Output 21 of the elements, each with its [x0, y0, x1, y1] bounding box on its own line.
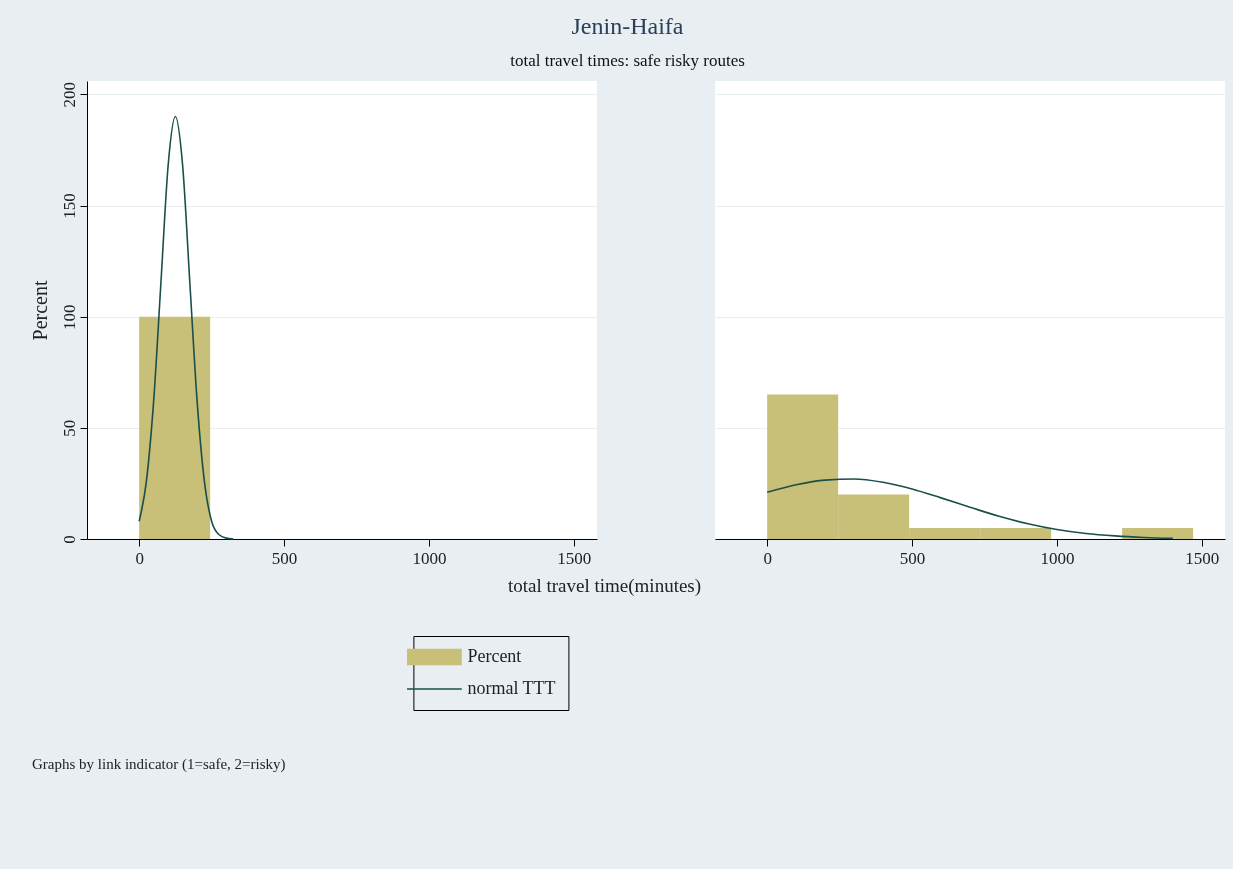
- y-tick-label: 50: [59, 419, 79, 437]
- chart-title: Jenin-Haifa: [571, 13, 684, 39]
- x-tick-label: 500: [899, 548, 926, 568]
- legend-label: Percent: [467, 646, 522, 666]
- y-tick-label: 200: [59, 82, 79, 108]
- legend-label: normal TTT: [467, 678, 556, 698]
- x-tick-label: 1000: [1040, 548, 1075, 568]
- y-tick-label: 0: [59, 535, 79, 544]
- x-tick-label: 1000: [412, 548, 447, 568]
- line-series: [138, 115, 235, 540]
- x-tick-label: 1500: [557, 548, 592, 568]
- x-tick-label: 500: [271, 548, 298, 568]
- y-tick-label: 100: [59, 304, 79, 330]
- text: Graphs by link indicator (1=safe, 2=risky): [32, 756, 286, 773]
- y-axis-title: Percent: [28, 280, 51, 341]
- x-axis-title: total travel time(minutes): [507, 574, 702, 597]
- x-tick-label: 1500: [1185, 548, 1220, 568]
- y-tick-label: 150: [59, 193, 79, 219]
- x-tick-label: 0: [135, 548, 144, 568]
- chart-subtitle: total travel times: safe risky routes: [510, 51, 745, 70]
- x-tick-label: 0: [763, 548, 772, 568]
